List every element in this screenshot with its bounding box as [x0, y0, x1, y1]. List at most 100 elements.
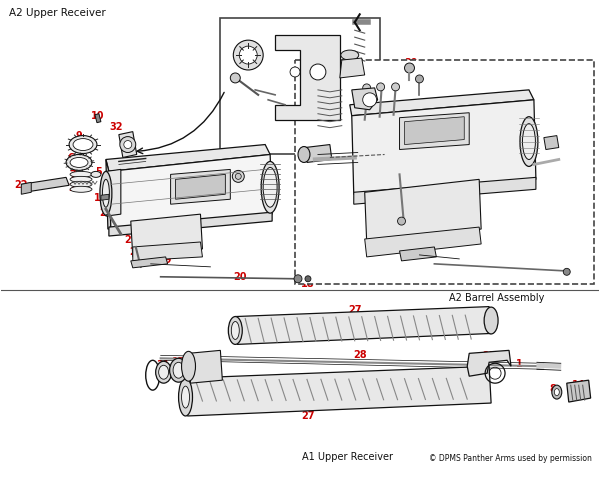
Text: 30: 30	[323, 96, 337, 106]
Text: 21: 21	[391, 250, 404, 259]
Text: 39: 39	[405, 58, 418, 68]
Ellipse shape	[146, 360, 160, 390]
Ellipse shape	[229, 317, 242, 345]
Polygon shape	[185, 367, 491, 416]
Ellipse shape	[73, 139, 93, 151]
Circle shape	[363, 85, 371, 93]
Text: 27: 27	[301, 410, 315, 420]
Text: 18: 18	[564, 267, 578, 277]
Ellipse shape	[182, 352, 196, 382]
Text: 20: 20	[527, 264, 541, 274]
Text: 27: 27	[348, 304, 361, 314]
Polygon shape	[170, 170, 230, 205]
Ellipse shape	[100, 172, 112, 216]
Ellipse shape	[232, 322, 239, 340]
Text: 43: 43	[547, 129, 560, 139]
Ellipse shape	[69, 136, 97, 154]
Text: 7: 7	[70, 170, 76, 180]
Circle shape	[235, 174, 241, 180]
Text: 14: 14	[572, 379, 586, 389]
Text: 11: 11	[298, 28, 312, 38]
Circle shape	[294, 275, 302, 283]
Polygon shape	[188, 350, 223, 384]
Text: 18: 18	[301, 278, 315, 288]
Text: 42: 42	[293, 143, 307, 153]
Text: 25: 25	[482, 350, 496, 360]
Ellipse shape	[70, 187, 92, 193]
Text: © DPMS Panther Arms used by permission: © DPMS Panther Arms used by permission	[430, 453, 592, 462]
Polygon shape	[467, 350, 511, 376]
Text: 13: 13	[232, 38, 245, 48]
Text: 6: 6	[68, 153, 74, 163]
Polygon shape	[131, 215, 202, 257]
Ellipse shape	[70, 182, 92, 188]
Ellipse shape	[554, 389, 559, 396]
Text: 21: 21	[124, 235, 137, 244]
Ellipse shape	[170, 359, 188, 383]
Ellipse shape	[173, 362, 184, 378]
Circle shape	[377, 84, 385, 92]
Ellipse shape	[158, 365, 169, 379]
Polygon shape	[21, 183, 31, 195]
Text: 30: 30	[413, 74, 426, 84]
Text: 32: 32	[109, 121, 122, 132]
Polygon shape	[404, 118, 464, 145]
Text: 10: 10	[91, 110, 104, 120]
Text: 17: 17	[172, 357, 185, 367]
Circle shape	[363, 94, 377, 108]
Text: 12: 12	[263, 104, 277, 114]
Circle shape	[233, 41, 263, 71]
Polygon shape	[220, 19, 380, 155]
Text: 3: 3	[145, 366, 152, 376]
Ellipse shape	[70, 172, 92, 178]
Ellipse shape	[70, 158, 88, 168]
Ellipse shape	[341, 51, 359, 61]
Polygon shape	[106, 170, 121, 216]
Polygon shape	[295, 61, 593, 284]
Text: 23: 23	[129, 246, 143, 256]
Polygon shape	[352, 101, 536, 195]
Text: 19: 19	[428, 252, 441, 263]
Circle shape	[415, 76, 424, 84]
Polygon shape	[21, 178, 69, 193]
Ellipse shape	[520, 118, 538, 167]
Text: A1 Upper Receiver: A1 Upper Receiver	[302, 451, 393, 461]
Polygon shape	[275, 36, 340, 120]
Polygon shape	[101, 195, 109, 201]
Circle shape	[230, 74, 240, 84]
Circle shape	[290, 68, 300, 78]
Text: 29: 29	[233, 170, 247, 180]
Ellipse shape	[103, 180, 109, 208]
Text: A2 Upper Receiver: A2 Upper Receiver	[10, 8, 106, 18]
Polygon shape	[106, 160, 111, 229]
Text: 15: 15	[221, 78, 235, 88]
Ellipse shape	[523, 124, 535, 160]
Circle shape	[120, 137, 136, 153]
Polygon shape	[544, 136, 559, 150]
Text: 4: 4	[367, 94, 373, 104]
Polygon shape	[133, 242, 202, 261]
Polygon shape	[109, 155, 272, 229]
Text: 20: 20	[233, 271, 247, 281]
Polygon shape	[109, 213, 272, 237]
Polygon shape	[350, 91, 534, 117]
Text: 16: 16	[358, 18, 371, 28]
Polygon shape	[119, 132, 137, 158]
Polygon shape	[365, 180, 481, 242]
Circle shape	[310, 65, 326, 81]
Ellipse shape	[484, 308, 498, 334]
Text: 24: 24	[68, 183, 82, 193]
Polygon shape	[400, 248, 436, 261]
Text: 5: 5	[95, 167, 103, 177]
Circle shape	[124, 141, 132, 149]
Ellipse shape	[182, 386, 190, 408]
Text: 40: 40	[369, 112, 382, 122]
Ellipse shape	[66, 155, 92, 171]
Ellipse shape	[155, 361, 172, 384]
Text: 28: 28	[353, 349, 367, 360]
Circle shape	[404, 64, 415, 74]
Polygon shape	[365, 228, 481, 257]
Text: 36: 36	[311, 157, 325, 167]
Text: 22: 22	[14, 180, 28, 190]
Text: 19: 19	[159, 254, 172, 264]
